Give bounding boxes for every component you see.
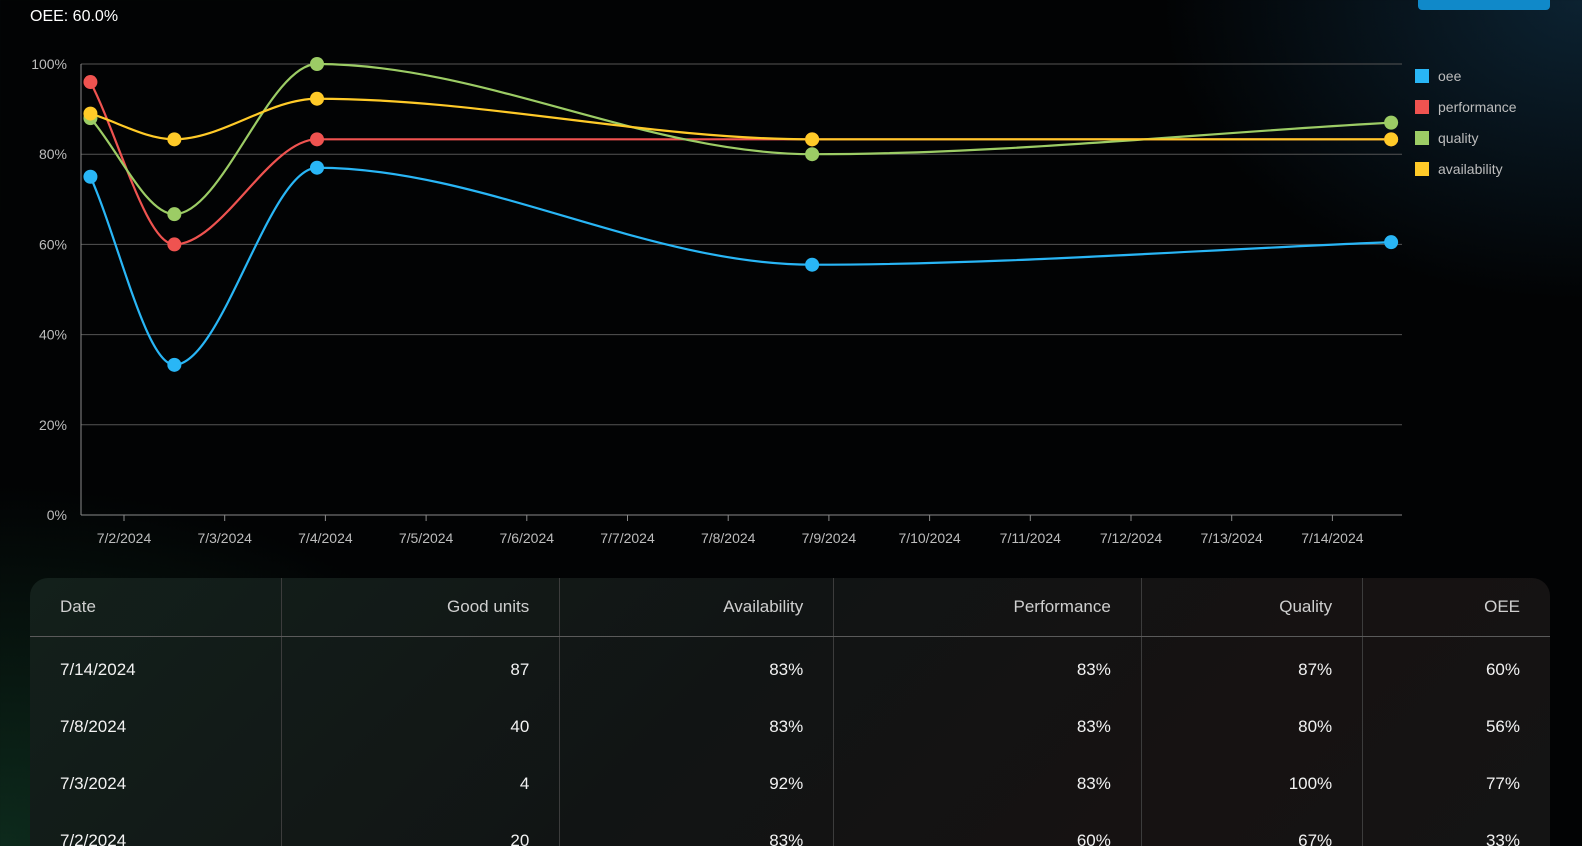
x-tick-label: 7/10/2024 — [898, 530, 960, 546]
chart-grid — [81, 63, 1402, 426]
data-point-quality[interactable] — [310, 57, 325, 71]
cell-date: 7/8/2024 — [60, 716, 127, 736]
x-tick-label: 7/14/2024 — [1301, 530, 1363, 546]
legend-label: availability — [1438, 161, 1503, 177]
data-point-oee[interactable] — [1384, 235, 1399, 250]
cell-oee: 60% — [1362, 636, 1550, 698]
legend-swatch — [1415, 100, 1429, 114]
legend-item-availability[interactable]: availability — [1415, 161, 1503, 177]
column-header-performance[interactable]: Performance — [833, 578, 1142, 637]
oee-summary: OEE: 60.0% — [30, 8, 119, 25]
data-point-oee[interactable] — [805, 257, 820, 272]
x-tick-label: 7/12/2024 — [1100, 530, 1162, 546]
column-header-date[interactable]: Date — [30, 578, 282, 637]
legend-item-quality[interactable]: quality — [1415, 130, 1478, 146]
cell-quality: 67% — [1140, 812, 1363, 846]
data-point-performance[interactable] — [83, 75, 98, 90]
y-tick-label: 100% — [31, 56, 67, 72]
data-point-performance[interactable] — [310, 132, 325, 147]
cell-oee: 77% — [1362, 755, 1550, 812]
column-header-oee[interactable]: OEE — [1362, 578, 1550, 637]
cell-performance: 83% — [833, 755, 1142, 812]
data-point-quality[interactable] — [805, 147, 820, 162]
y-tick-label: 80% — [39, 146, 67, 162]
x-tick-label: 7/9/2024 — [802, 530, 857, 546]
x-tick-label: 7/3/2024 — [197, 530, 252, 546]
cell-performance: 83% — [833, 636, 1142, 698]
cell-good-units: 20 — [280, 812, 560, 846]
chart-series — [83, 57, 1399, 372]
cell-availability: 83% — [559, 698, 834, 755]
data-point-availability[interactable] — [805, 132, 820, 147]
column-header-good-units[interactable]: Good units — [280, 578, 560, 637]
chart-legend: oee performance quality availability — [1415, 68, 1517, 177]
x-tick-label: 7/4/2024 — [298, 530, 353, 546]
data-point-availability[interactable] — [1384, 132, 1399, 147]
table-row: 7/14/2024 87 83% 83% 87% 60% — [30, 636, 1550, 698]
table-header-row: Date Good units Availability Performance… — [30, 578, 1550, 637]
x-tick-label: 7/2/2024 — [97, 530, 152, 546]
cell-good-units: 4 — [280, 755, 560, 812]
series-line-availability — [90, 97, 1392, 141]
legend-item-performance[interactable]: performance — [1415, 99, 1517, 115]
x-tick-label: 7/7/2024 — [600, 530, 655, 546]
column-header-availability[interactable]: Availability — [559, 578, 834, 637]
legend-swatch — [1415, 131, 1429, 145]
cell-availability: 92% — [559, 755, 834, 812]
legend-swatch — [1415, 162, 1429, 176]
cell-date: 7/2/2024 — [60, 830, 127, 846]
cell-quality: 100% — [1140, 755, 1363, 812]
cell-performance: 60% — [833, 812, 1142, 846]
cell-availability: 83% — [559, 636, 834, 698]
legend-item-oee[interactable]: oee — [1415, 68, 1462, 84]
cell-oee: 56% — [1362, 698, 1550, 755]
y-tick-label: 20% — [39, 417, 67, 433]
table-row: 7/8/2024 40 83% 83% 80% 56% — [30, 698, 1550, 755]
data-point-oee[interactable] — [83, 169, 98, 184]
series-line-performance — [89, 81, 1392, 246]
cell-oee: 33% — [1362, 812, 1550, 846]
x-tick-label: 7/11/2024 — [1000, 530, 1061, 546]
legend-label: quality — [1438, 130, 1478, 146]
data-point-quality[interactable] — [167, 207, 182, 222]
oee-chart: 0% 20% 40% 60% 80% 100% 7/2/2024 7/3/2024 7/4/20… — [31, 56, 1517, 546]
y-tick-label: 0% — [47, 507, 67, 523]
cell-good-units: 87 — [280, 636, 560, 698]
cell-quality: 80% — [1140, 698, 1363, 755]
cell-date: 7/14/2024 — [60, 659, 136, 679]
y-tick-label: 60% — [39, 236, 67, 252]
data-point-availability[interactable] — [83, 106, 98, 121]
chart-axes: 0% 20% 40% 60% 80% 100% 7/2/2024 7/3/2024 7/4/20… — [31, 56, 1402, 546]
table-row: 7/3/2024 4 92% 83% 100% 77% — [30, 755, 1550, 812]
y-tick-label: 40% — [39, 327, 67, 343]
data-point-performance[interactable] — [167, 237, 182, 252]
oee-table-container: Date Good units Availability Performance… — [30, 578, 1550, 846]
legend-label: oee — [1438, 68, 1462, 84]
cell-date: 7/3/2024 — [60, 773, 127, 793]
x-tick-label: 7/5/2024 — [399, 530, 454, 546]
legend-label: performance — [1438, 99, 1517, 115]
column-header-quality[interactable]: Quality — [1140, 578, 1363, 637]
data-point-oee[interactable] — [310, 160, 325, 175]
table-row: 7/2/2024 20 83% 60% 67% 33% — [30, 812, 1550, 846]
data-point-quality[interactable] — [1384, 115, 1399, 130]
x-tick-label: 7/13/2024 — [1201, 530, 1263, 546]
cell-performance: 83% — [833, 698, 1142, 755]
data-point-availability[interactable] — [167, 132, 182, 147]
legend-swatch — [1415, 69, 1429, 83]
data-point-availability[interactable] — [310, 91, 325, 106]
oee-table: Date Good units Availability Performance… — [30, 578, 1550, 846]
cell-good-units: 40 — [280, 698, 560, 755]
data-point-oee[interactable] — [167, 357, 182, 372]
series-line-oee — [89, 166, 1392, 366]
x-tick-label: 7/6/2024 — [500, 530, 555, 546]
cell-availability: 83% — [559, 812, 834, 846]
cell-quality: 87% — [1140, 636, 1363, 698]
x-tick-label: 7/8/2024 — [701, 530, 756, 546]
top-action-button[interactable] — [1418, 0, 1550, 10]
